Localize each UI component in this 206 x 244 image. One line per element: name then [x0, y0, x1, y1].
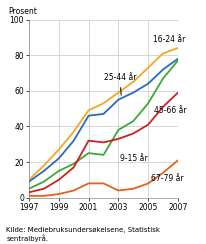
Text: Prosent: Prosent	[8, 7, 37, 16]
Text: Kilde: Mediebruksundersøkelsene, Statistisk
sentralbyrå.: Kilde: Mediebruksundersøkelsene, Statist…	[6, 226, 159, 242]
Text: 45-66 år: 45-66 år	[153, 106, 186, 115]
Text: 25-44 år: 25-44 år	[103, 73, 135, 95]
Text: 9-15 år: 9-15 år	[119, 154, 147, 163]
Text: 16-24 år: 16-24 år	[152, 35, 184, 44]
Text: 67-79 år: 67-79 år	[150, 173, 183, 183]
